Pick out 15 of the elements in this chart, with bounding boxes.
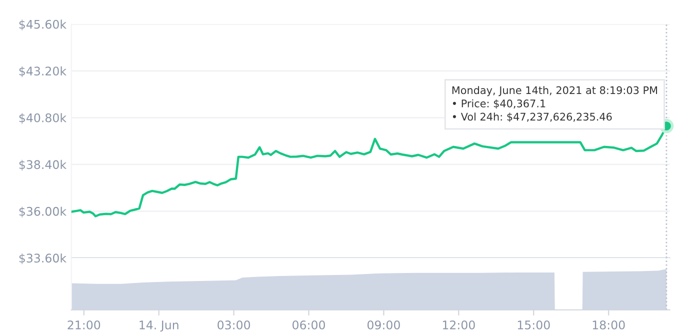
- x-tick-label: 06:00: [292, 320, 325, 330]
- x-tick-label: 09:00: [367, 320, 400, 330]
- y-tick-label: $38.40k: [19, 160, 67, 171]
- x-tick-label: 21:00: [68, 320, 100, 330]
- y-tick-label: $45.60k: [19, 20, 67, 30]
- x-tick-label: 12:00: [442, 320, 475, 330]
- y-tick-label: $33.60k: [19, 253, 67, 264]
- y-tick-label: $36.00k: [19, 206, 67, 218]
- y-tick-label: $40.80k: [19, 113, 67, 124]
- x-tick-label: 18:00: [592, 320, 625, 330]
- x-tick-label: 14. Jun: [140, 320, 178, 332]
- annotation: Monday, June 14th, 2021 at 8:19:03 PM • Price: $40,367.1 • Vol 24h: $47,237,626,235.46: [452, 86, 658, 122]
- y-tick-label: $43.20k: [19, 66, 67, 78]
- x-tick-label: 03:00: [218, 320, 250, 330]
- x-tick-label: 15:00: [518, 320, 550, 330]
